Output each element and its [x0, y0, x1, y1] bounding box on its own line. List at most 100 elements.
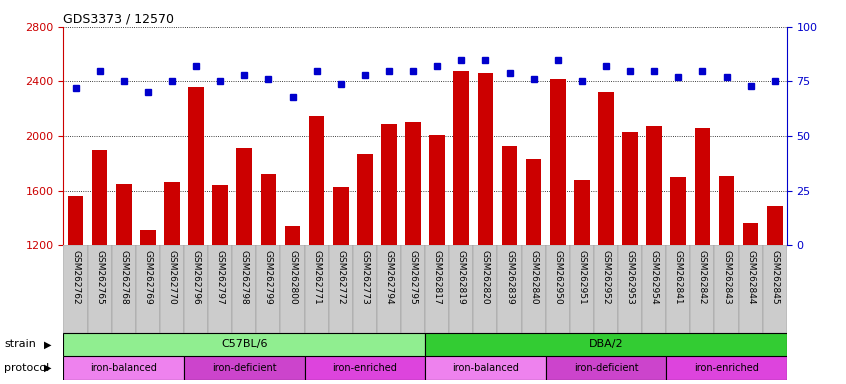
Bar: [739, 245, 763, 333]
Text: ▶: ▶: [44, 363, 52, 373]
Bar: [477, 73, 493, 245]
Bar: [328, 245, 353, 333]
Bar: [376, 245, 401, 333]
Bar: [667, 245, 690, 333]
Bar: [63, 356, 184, 380]
Bar: [305, 245, 328, 333]
Bar: [497, 245, 521, 333]
Bar: [453, 71, 470, 245]
Text: iron-balanced: iron-balanced: [452, 363, 519, 373]
Bar: [91, 150, 107, 245]
Bar: [690, 245, 714, 333]
Bar: [521, 245, 546, 333]
Bar: [425, 356, 546, 380]
Bar: [405, 122, 421, 245]
Bar: [449, 245, 474, 333]
Bar: [135, 245, 160, 333]
Text: GSM262954: GSM262954: [650, 250, 659, 304]
Bar: [160, 245, 184, 333]
Text: GSM262819: GSM262819: [457, 250, 466, 304]
Text: GSM262820: GSM262820: [481, 250, 490, 304]
Text: ▶: ▶: [44, 339, 52, 349]
Bar: [87, 245, 112, 333]
Bar: [546, 245, 570, 333]
Bar: [381, 124, 397, 245]
Bar: [208, 245, 232, 333]
Bar: [112, 245, 135, 333]
Bar: [667, 356, 787, 380]
Bar: [594, 245, 618, 333]
Text: GSM262844: GSM262844: [746, 250, 755, 304]
Text: GSM262798: GSM262798: [239, 250, 249, 304]
Bar: [63, 245, 87, 333]
Bar: [68, 196, 84, 245]
Bar: [284, 226, 300, 245]
Bar: [164, 182, 180, 245]
Bar: [425, 333, 787, 356]
Bar: [357, 154, 373, 245]
Bar: [332, 187, 349, 245]
Text: DBA/2: DBA/2: [589, 339, 624, 349]
Text: iron-deficient: iron-deficient: [212, 363, 277, 373]
Bar: [546, 356, 667, 380]
Bar: [570, 245, 594, 333]
Bar: [502, 146, 518, 245]
Text: GSM262951: GSM262951: [577, 250, 586, 304]
Bar: [618, 245, 642, 333]
Text: GSM262842: GSM262842: [698, 250, 707, 304]
Text: protocol: protocol: [4, 363, 49, 373]
Bar: [766, 205, 783, 245]
Text: GSM262762: GSM262762: [71, 250, 80, 304]
Bar: [695, 128, 711, 245]
Text: GSM262952: GSM262952: [602, 250, 611, 304]
Text: GSM262796: GSM262796: [191, 250, 201, 304]
Bar: [574, 180, 590, 245]
Bar: [63, 333, 425, 356]
Text: GSM262841: GSM262841: [673, 250, 683, 304]
Bar: [261, 174, 277, 245]
Bar: [642, 245, 666, 333]
Bar: [212, 185, 228, 245]
Text: GSM262843: GSM262843: [722, 250, 731, 304]
Bar: [429, 135, 445, 245]
Text: GSM262768: GSM262768: [119, 250, 129, 304]
Bar: [353, 245, 376, 333]
Text: GSM262772: GSM262772: [336, 250, 345, 304]
Text: C57BL/6: C57BL/6: [221, 339, 267, 349]
Text: GSM262773: GSM262773: [360, 250, 370, 304]
Bar: [714, 245, 739, 333]
Text: GSM262950: GSM262950: [553, 250, 563, 304]
Text: GSM262770: GSM262770: [168, 250, 177, 304]
Bar: [184, 356, 305, 380]
Text: GDS3373 / 12570: GDS3373 / 12570: [63, 13, 174, 26]
Bar: [256, 245, 281, 333]
Bar: [188, 87, 204, 245]
Bar: [184, 245, 208, 333]
Bar: [236, 148, 252, 245]
Text: GSM262953: GSM262953: [625, 250, 634, 304]
Text: GSM262794: GSM262794: [384, 250, 393, 304]
Bar: [232, 245, 256, 333]
Bar: [426, 245, 449, 333]
Text: GSM262765: GSM262765: [95, 250, 104, 304]
Text: iron-deficient: iron-deficient: [574, 363, 638, 373]
Text: iron-balanced: iron-balanced: [91, 363, 157, 373]
Text: GSM262799: GSM262799: [264, 250, 273, 304]
Text: GSM262845: GSM262845: [770, 250, 779, 304]
Text: iron-enriched: iron-enriched: [694, 363, 759, 373]
Bar: [525, 159, 541, 245]
Text: GSM262817: GSM262817: [432, 250, 442, 304]
Bar: [622, 132, 638, 245]
Text: GSM262797: GSM262797: [216, 250, 225, 304]
Bar: [598, 93, 614, 245]
Bar: [305, 356, 425, 380]
Text: GSM262769: GSM262769: [143, 250, 152, 304]
Bar: [281, 245, 305, 333]
Bar: [401, 245, 425, 333]
Text: GSM262840: GSM262840: [529, 250, 538, 304]
Text: GSM262795: GSM262795: [409, 250, 418, 304]
Bar: [550, 79, 566, 245]
Bar: [743, 223, 759, 245]
Bar: [718, 175, 734, 245]
Bar: [116, 184, 132, 245]
